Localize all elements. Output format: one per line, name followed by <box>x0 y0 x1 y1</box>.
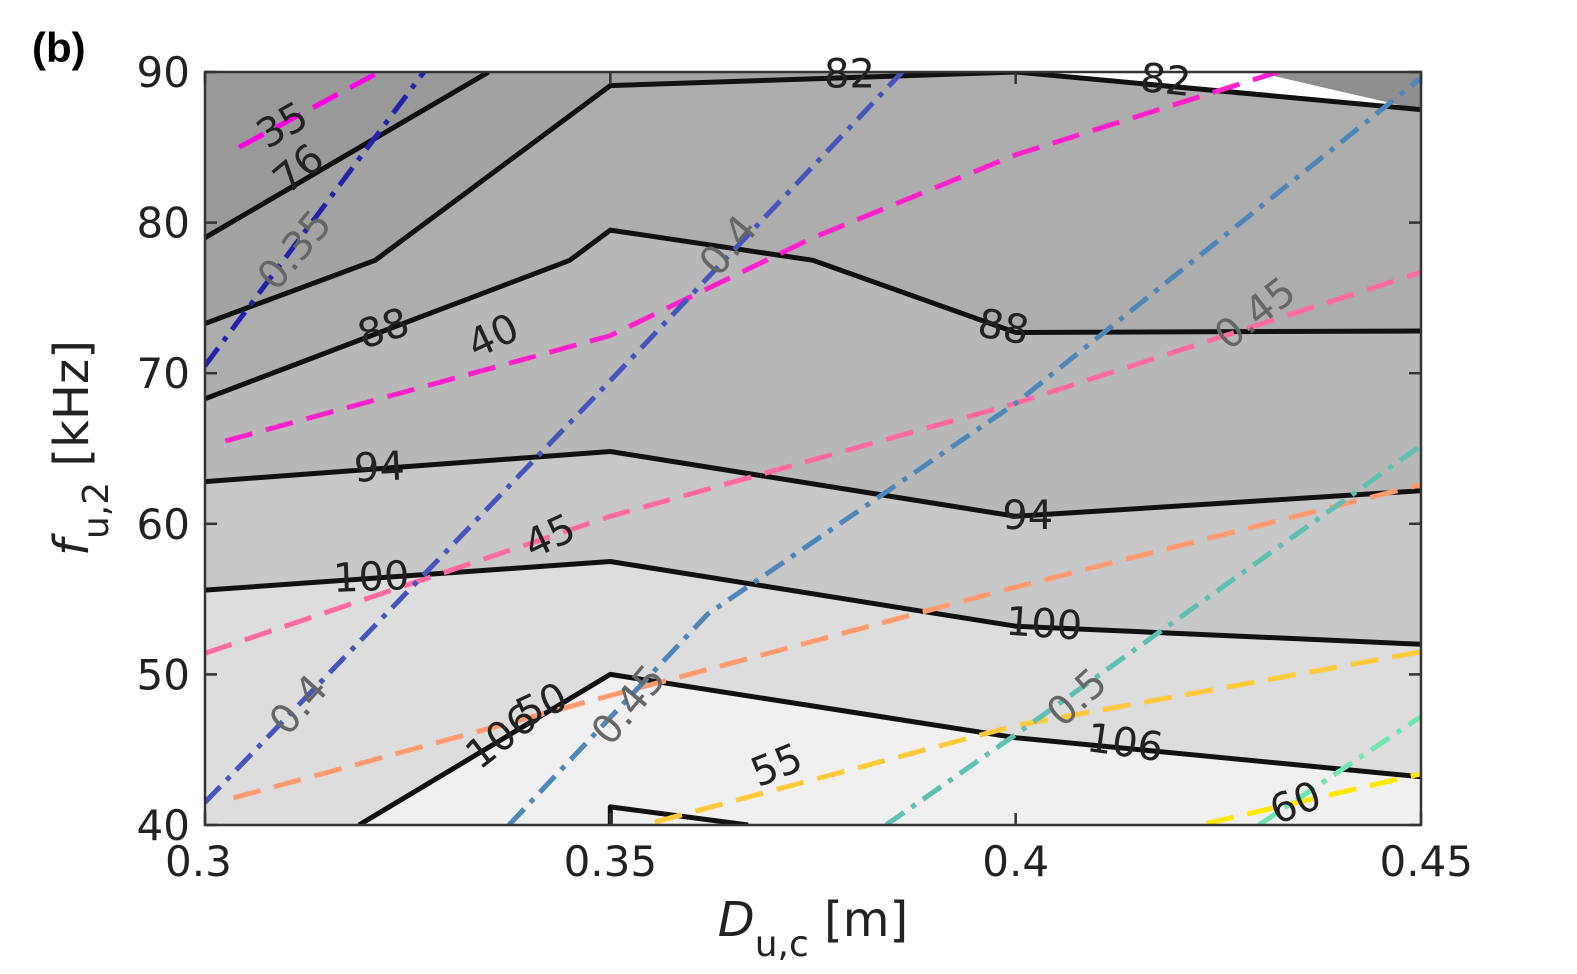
dashed-40-line <box>224 72 1287 444</box>
contour-82-label-text: 82 <box>824 52 875 98</box>
contour-94-label-2-text: 94 <box>1002 493 1053 539</box>
contour-106-label-2-text: 106 <box>1084 715 1166 771</box>
dashdot-0_4-line <box>205 72 905 805</box>
contour-88-label-2: 88 <box>974 300 1032 354</box>
y-axis-label: fu,2 [kHz] <box>44 340 117 556</box>
dashdot-unlabeled-4-line <box>1257 714 1421 825</box>
x-axis-label-sub: u,c <box>755 924 809 965</box>
plot-area <box>205 72 1421 825</box>
contour-82-label: 82 <box>824 52 875 98</box>
x-tick-label-1: 0.35 <box>564 837 658 886</box>
y-tick-label-3: 70 <box>137 349 190 398</box>
contour-100-line <box>205 559 1421 647</box>
x-tick-label-0: 0.3 <box>165 837 232 886</box>
plot-frame <box>203 70 1423 827</box>
dashdot-0_45-line <box>507 76 1421 825</box>
dashdot-0_35-line <box>205 72 426 368</box>
filled-contour-levels <box>205 72 1421 825</box>
axis-ticks: 0.3 0.35 0.4 0.45 40 50 60 70 80 90 <box>137 48 1473 886</box>
x-axis-label: Du,c [m] <box>718 892 909 965</box>
y-tick-label-1: 50 <box>137 650 190 699</box>
contour-82-label-2: 82 <box>1138 55 1193 106</box>
contour-94-label: 94 <box>353 443 406 492</box>
x-axis-label-main: D <box>718 892 755 948</box>
contour-94-label-2: 94 <box>1002 493 1053 539</box>
dashed-50-line <box>232 482 1421 801</box>
contour-100-label-2-text: 100 <box>1004 599 1083 650</box>
y-tick-label-0: 40 <box>137 801 190 850</box>
y-axis-label-sub: u,2 <box>76 482 117 539</box>
dashed-60-line <box>1205 771 1421 825</box>
dashed-55-line <box>654 649 1421 825</box>
contour-94-label-text: 94 <box>353 443 406 492</box>
panel-label: (b) <box>32 24 86 71</box>
filled-level-7 <box>1258 72 1421 111</box>
contour-100-label: 100 <box>332 553 410 602</box>
dashed-45-line <box>205 269 1421 656</box>
contour-76-line <box>205 72 490 240</box>
y-tick-label-4: 80 <box>137 199 190 248</box>
y-tick-label-5: 90 <box>137 48 190 97</box>
contour-88-label-2-text: 88 <box>974 300 1032 354</box>
contour-106-line <box>357 671 1421 825</box>
contour-100-label-text: 100 <box>332 553 410 602</box>
x-tick-label-3: 0.45 <box>1379 837 1473 886</box>
contour-82-line <box>205 72 1421 326</box>
dashed-35-line <box>237 72 381 150</box>
y-axis-label-unit: [kHz] <box>44 340 100 482</box>
contour-88-line <box>205 227 1421 402</box>
x-tick-label-2: 0.4 <box>982 837 1049 886</box>
contour-100-label-2: 100 <box>1004 599 1083 650</box>
dashdot-0_5-line <box>884 443 1421 825</box>
contour-106-label-2: 106 <box>1084 715 1166 771</box>
contour-94-line <box>205 449 1421 519</box>
x-axis-label-unit: [m] <box>809 892 908 948</box>
contour-lines <box>205 72 1421 825</box>
contour-82-label-2-text: 82 <box>1138 55 1193 106</box>
y-tick-label-2: 60 <box>137 500 190 549</box>
